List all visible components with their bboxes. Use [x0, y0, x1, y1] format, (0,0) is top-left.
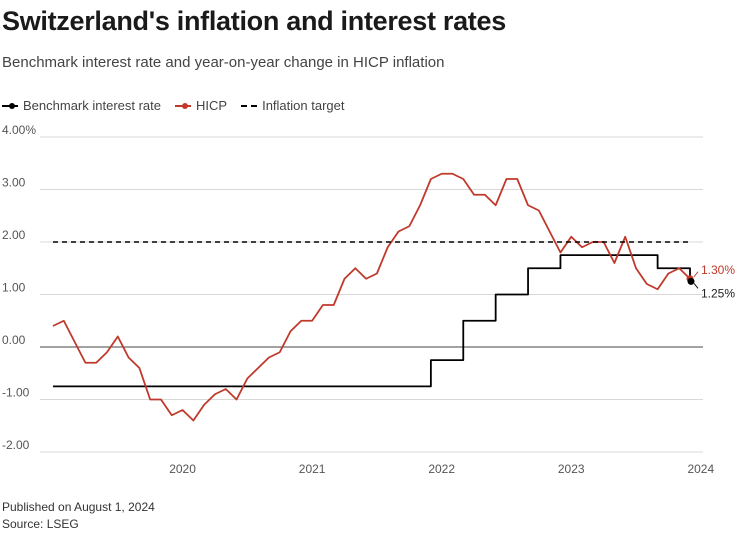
benchmark-end-marker: [687, 277, 695, 285]
series-line-benchmark-interest-rate: [53, 254, 691, 388]
y-axis-tick-labels: 4.00% 3.00 2.00 1.00 0.00 -1.00 -2.00: [2, 123, 36, 452]
y-tick-label: 1.00: [2, 281, 26, 295]
x-tick-label: 2023: [558, 462, 585, 476]
benchmark-label-leader: [693, 283, 699, 289]
published-note: Published on August 1, 2024: [2, 500, 155, 514]
series-line-hicp: [52, 172, 691, 422]
legend-swatch-benchmark: [2, 101, 18, 111]
x-tick-label: 2020: [169, 462, 196, 476]
hicp-label-leader: [693, 271, 699, 278]
x-tick-label: 2024: [687, 462, 714, 476]
legend-swatch-target: [241, 101, 258, 111]
legend-item-target: Inflation target: [241, 98, 344, 113]
series-lines: [52, 172, 691, 422]
legend-label-target: Inflation target: [262, 98, 345, 113]
grid-lines: [40, 136, 703, 453]
x-tick-label: 2021: [299, 462, 326, 476]
y-tick-label: 3.00: [2, 176, 26, 190]
y-tick-label: -1.00: [2, 386, 30, 400]
legend-label-benchmark: Benchmark interest rate: [23, 98, 162, 113]
chart-subtitle: Benchmark interest rate and year-on-year…: [2, 54, 445, 71]
line-chart: 4.00% 3.00 2.00 1.00 0.00 -1.00 -2.00 2020 2021…: [2, 123, 735, 476]
legend-swatch-hicp: [175, 101, 192, 111]
y-tick-label: 0.00: [2, 333, 26, 347]
y-tick-label: 4.00%: [2, 123, 36, 137]
y-tick-label: -2.00: [2, 438, 30, 452]
hicp-end-label: 1.30%: [701, 263, 735, 277]
chart-title: Switzerland's inflation and interest rat…: [2, 6, 506, 36]
legend-item-hicp: HICP: [175, 98, 227, 113]
benchmark-end-label: 1.25%: [701, 286, 735, 300]
end-labels: 1.30% 1.25%: [686, 263, 735, 300]
x-tick-label: 2022: [428, 462, 455, 476]
y-tick-label: 2.00: [2, 228, 26, 242]
x-axis-tick-labels: 2020 2021 2022 2023 2024: [169, 462, 714, 476]
source-note: Source: LSEG: [2, 517, 79, 531]
legend-item-benchmark: Benchmark interest rate: [2, 98, 161, 113]
legend-label-hicp: HICP: [196, 98, 228, 113]
legend: Benchmark interest rate HICP Inflation t…: [2, 98, 358, 113]
